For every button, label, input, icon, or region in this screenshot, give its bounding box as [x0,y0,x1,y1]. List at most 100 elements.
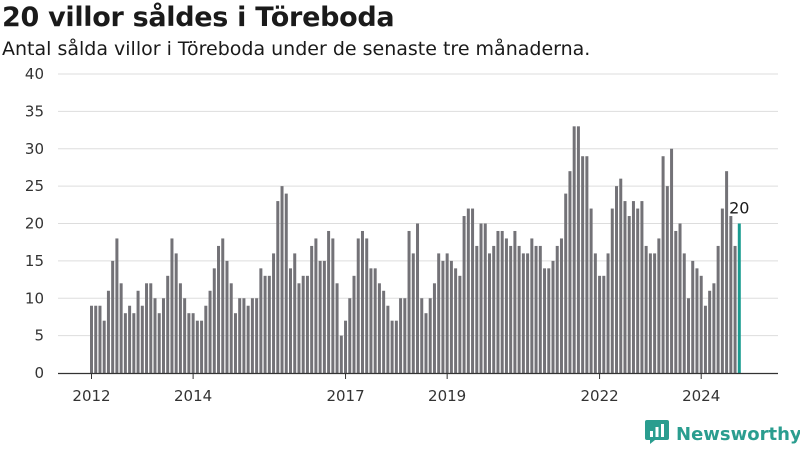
bar [305,275,309,373]
bar [564,193,568,373]
y-tick-label: 20 [25,215,44,233]
bar [90,305,93,373]
bar [272,253,276,373]
bar [500,230,504,373]
bar [322,260,326,374]
bar [403,298,407,373]
bar [390,320,394,373]
bar [161,298,165,373]
bar [369,268,373,373]
bar [581,156,585,373]
bar [221,238,225,373]
x-tick-label: 2017 [326,387,364,405]
bar [695,268,699,373]
bar [708,290,712,373]
bar [297,283,301,373]
bar [720,208,724,373]
bar [386,305,390,373]
bar [462,216,466,373]
bar [187,313,191,373]
bar [314,238,318,373]
x-tick-label: 2024 [682,387,720,405]
bar [225,260,229,374]
newsworthy-logo-icon [644,419,670,449]
bar [153,298,157,373]
bar [585,156,589,373]
bar [572,126,576,373]
bar [318,260,322,374]
bar [115,238,119,373]
y-tick-label: 0 [34,364,44,382]
bar [242,298,246,373]
bar [344,320,348,373]
bar [445,253,449,373]
bar [733,245,737,373]
bar [331,238,335,373]
bar [432,283,436,373]
data-label: 20 [729,199,749,218]
bar [348,298,352,373]
bar [246,305,250,373]
bar [555,245,559,373]
chart-subtitle: Antal sålda villor i Töreboda under de s… [2,38,591,60]
bar [644,245,648,373]
y-tick-label: 25 [25,177,44,195]
bar [631,201,635,373]
bar [712,283,716,373]
newsworthy-logo[interactable]: Newsworthy [644,420,800,448]
bar [428,298,432,373]
bar [699,275,703,373]
bar [602,275,606,373]
bar [526,253,530,373]
y-tick-label: 15 [25,252,44,270]
bar [682,253,686,373]
bar [250,298,254,373]
chart-title: 20 villor såldes i Töreboda [2,2,395,33]
tick-labels: 0 5 10 15 20 25 30 35 40 2012 2014 2017 2019 2022 2024… [25,65,750,405]
bar [310,245,314,373]
y-tick-label: 35 [25,102,44,120]
bar [106,290,110,373]
x-tick-label: 2022 [580,387,618,405]
bar [174,253,178,373]
bar [492,245,496,373]
bar [229,283,233,373]
bar [530,238,534,373]
bar [568,171,572,373]
bar [479,223,483,373]
bar [259,268,263,373]
bar [729,216,733,373]
bar [559,238,563,373]
bar [657,238,661,373]
y-tick-label: 30 [25,140,44,158]
bar [509,245,513,373]
bar [377,283,381,373]
bar [394,320,398,373]
bar [373,268,377,373]
bar [441,260,445,374]
bar [691,260,695,374]
y-tick-label: 10 [25,289,44,307]
bar [94,305,98,373]
bar [538,245,542,373]
bar [653,253,657,373]
bar [123,313,127,373]
bar [356,238,360,373]
bar [686,298,690,373]
bar [488,253,491,373]
bar [212,268,216,373]
bar [598,275,602,373]
bar [360,230,364,373]
bar [716,245,720,373]
bar [119,283,123,373]
bar [267,275,271,373]
bar [619,178,623,373]
bar [420,298,424,373]
bar [411,253,415,373]
bar [576,126,580,373]
x-axis [58,372,778,379]
bar [627,216,631,373]
bar [471,208,475,373]
bar [149,283,153,373]
